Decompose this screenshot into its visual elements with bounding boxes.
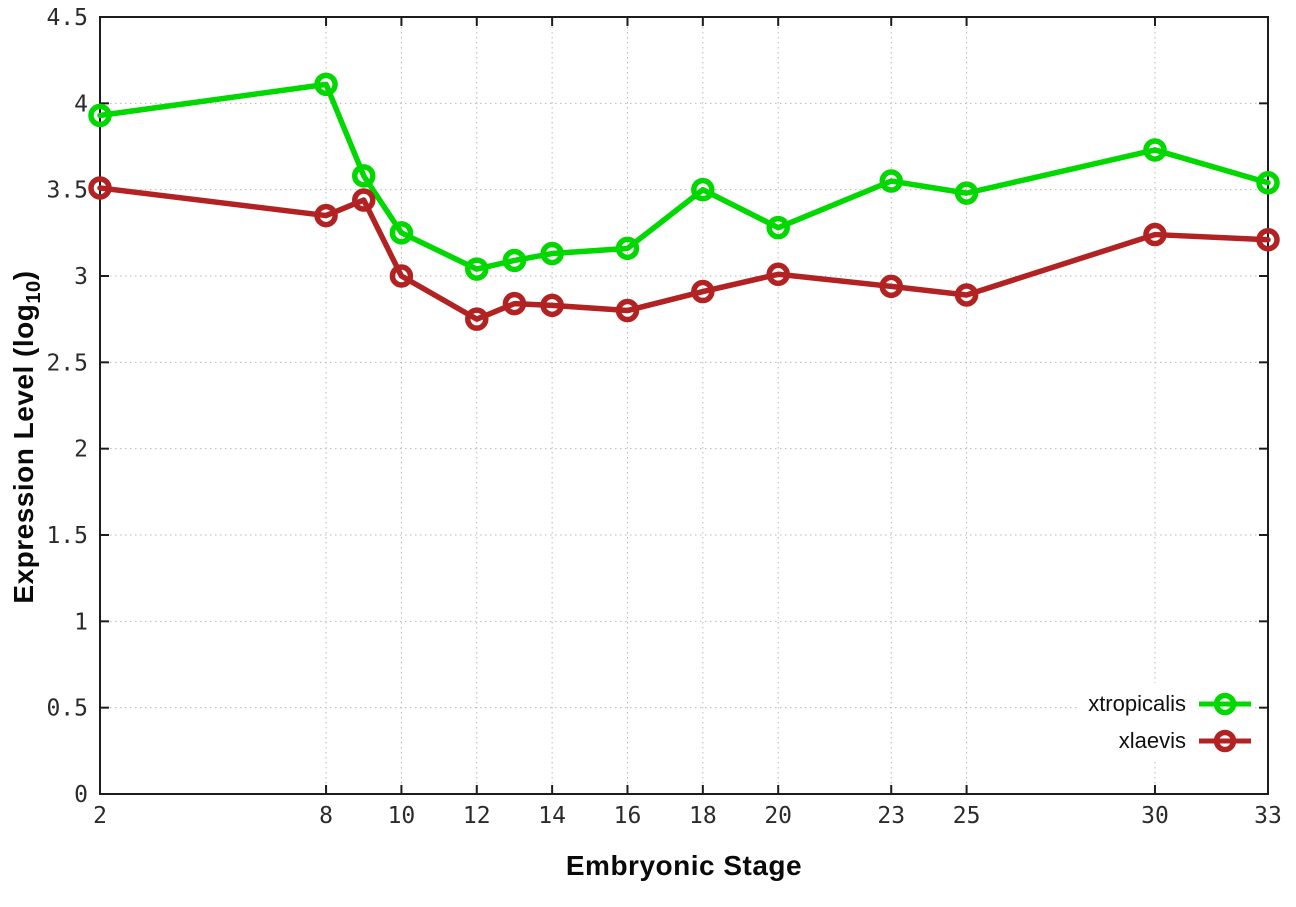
legend-label-xtropicalis: xtropicalis [1088, 690, 1186, 716]
data-point-xlaevis [389, 264, 414, 288]
data-point-xtropicalis [691, 177, 715, 202]
y-tick-label: 4 [74, 91, 88, 117]
y-axis-title-text: Expression Level (log [8, 303, 40, 604]
y-axis-title: Expression Level (log10) [8, 270, 46, 603]
data-point-xlaevis [465, 307, 489, 331]
x-tick-labels: 2 8 10 12 14 16 18 20 23 25 30 33 [93, 803, 1282, 829]
data-point-xlaevis [1256, 227, 1280, 252]
legend-item-xlaevis: xlaevis [1088, 722, 1252, 759]
series-xtropicalis [88, 72, 1280, 281]
data-point-xtropicalis [502, 248, 527, 273]
data-point-xtropicalis [351, 164, 376, 188]
x-tick-label: 12 [463, 803, 491, 829]
series-xlaevis [88, 176, 1280, 331]
y-tick-label: 4.5 [46, 5, 88, 31]
data-point-xtropicalis [1143, 138, 1167, 162]
x-tick-label: 20 [764, 803, 792, 829]
y-tick-label: 0 [74, 782, 88, 808]
data-point-xtropicalis [766, 215, 790, 240]
data-point-xtropicalis [465, 257, 489, 281]
legend-marker-xtropicalis [1199, 692, 1251, 715]
data-point-xlaevis [766, 262, 790, 287]
x-tick-label: 30 [1141, 803, 1169, 829]
x-tick-label: 8 [319, 803, 333, 829]
data-point-xlaevis [502, 291, 527, 316]
data-point-xtropicalis [1256, 171, 1280, 195]
y-tick-label: 2.5 [46, 350, 88, 376]
legend-point-sample [1213, 729, 1237, 752]
legend-marker-xlaevis [1199, 729, 1251, 752]
y-tick-label: 3.5 [46, 178, 88, 204]
data-point-xlaevis [540, 293, 564, 318]
x-tick-label: 25 [953, 803, 981, 829]
series-line-xtropicalis [97, 81, 1271, 272]
x-tick-label: 10 [388, 803, 416, 829]
data-point-xlaevis [1143, 222, 1167, 247]
data-point-xtropicalis [389, 221, 414, 245]
axis-ticks [99, 16, 1269, 795]
x-tick-label: 2 [93, 803, 107, 829]
data-point-xtropicalis [954, 181, 979, 205]
legend: xtropicalis xlaevis [1080, 683, 1252, 761]
x-tick-label: 18 [689, 803, 717, 829]
data-point-xtropicalis [540, 241, 564, 266]
data-point-xtropicalis [879, 169, 903, 193]
data-point-xtropicalis [88, 103, 112, 128]
x-tick-label: 33 [1254, 803, 1282, 829]
y-tick-label: 1.5 [46, 523, 88, 549]
y-tick-label: 1 [74, 609, 88, 635]
legend-label-xlaevis: xlaevis [1118, 727, 1186, 753]
y-tick-labels: 0 0.5 1 1.5 2 2.5 3 3.5 4 4.5 [46, 5, 88, 808]
x-axis-title: Embryonic Stage [565, 850, 803, 881]
y-tick-label: 3 [74, 264, 88, 290]
data-point-xtropicalis [615, 236, 640, 261]
data-point-xtropicalis [314, 72, 338, 97]
x-tick-label: 14 [538, 803, 566, 829]
x-tick-label: 16 [614, 803, 642, 829]
y-tick-label: 2 [74, 437, 88, 463]
data-point-xlaevis [615, 298, 640, 323]
x-tick-label: 23 [877, 803, 905, 829]
y-tick-label: 0.5 [46, 696, 88, 722]
data-point-xlaevis [314, 203, 338, 228]
y-axis-title-close: ) [8, 270, 40, 281]
legend-point-sample [1213, 692, 1237, 715]
data-point-xlaevis [691, 279, 715, 304]
data-point-xlaevis [351, 188, 376, 212]
data-point-xlaevis [954, 283, 979, 307]
data-point-xlaevis [879, 274, 903, 299]
data-point-xlaevis [88, 176, 112, 200]
legend-item-xtropicalis: xtropicalis [1088, 685, 1252, 722]
gridlines [100, 17, 1268, 794]
y-axis-title-subscript: 10 [22, 280, 45, 304]
plot-border [99, 16, 1269, 795]
series-line-xlaevis [97, 185, 1271, 322]
